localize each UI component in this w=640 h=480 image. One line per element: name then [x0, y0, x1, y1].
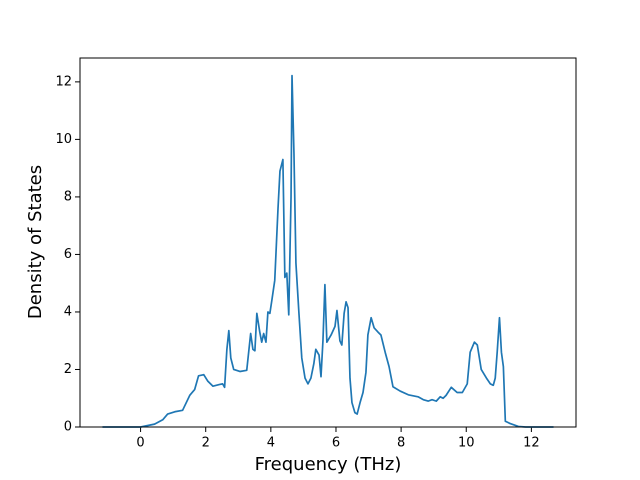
line: [102, 74, 554, 428]
x-tick-label: 8: [397, 436, 405, 451]
plot-frame: [79, 57, 577, 428]
y-tick-label: 12: [55, 74, 72, 89]
x-tick-label: 4: [267, 436, 275, 451]
y-tick-label: 4: [64, 304, 72, 319]
x-tick-label: 2: [202, 436, 210, 451]
x-tick-label: 6: [332, 436, 340, 451]
x-tick-label: 12: [523, 436, 540, 451]
y-tick-label: 6: [64, 247, 72, 262]
y-axis-label: Density of States: [25, 165, 46, 319]
x-axis-label: Frequency (THz): [255, 454, 402, 475]
y-tick-label: 0: [64, 420, 72, 435]
y-tick-label: 10: [55, 132, 72, 147]
x-tick-label: 0: [136, 436, 144, 451]
y-tick-label: 2: [64, 362, 72, 377]
x-tick-label: 10: [458, 436, 475, 451]
y-tick-label: 8: [64, 189, 72, 204]
